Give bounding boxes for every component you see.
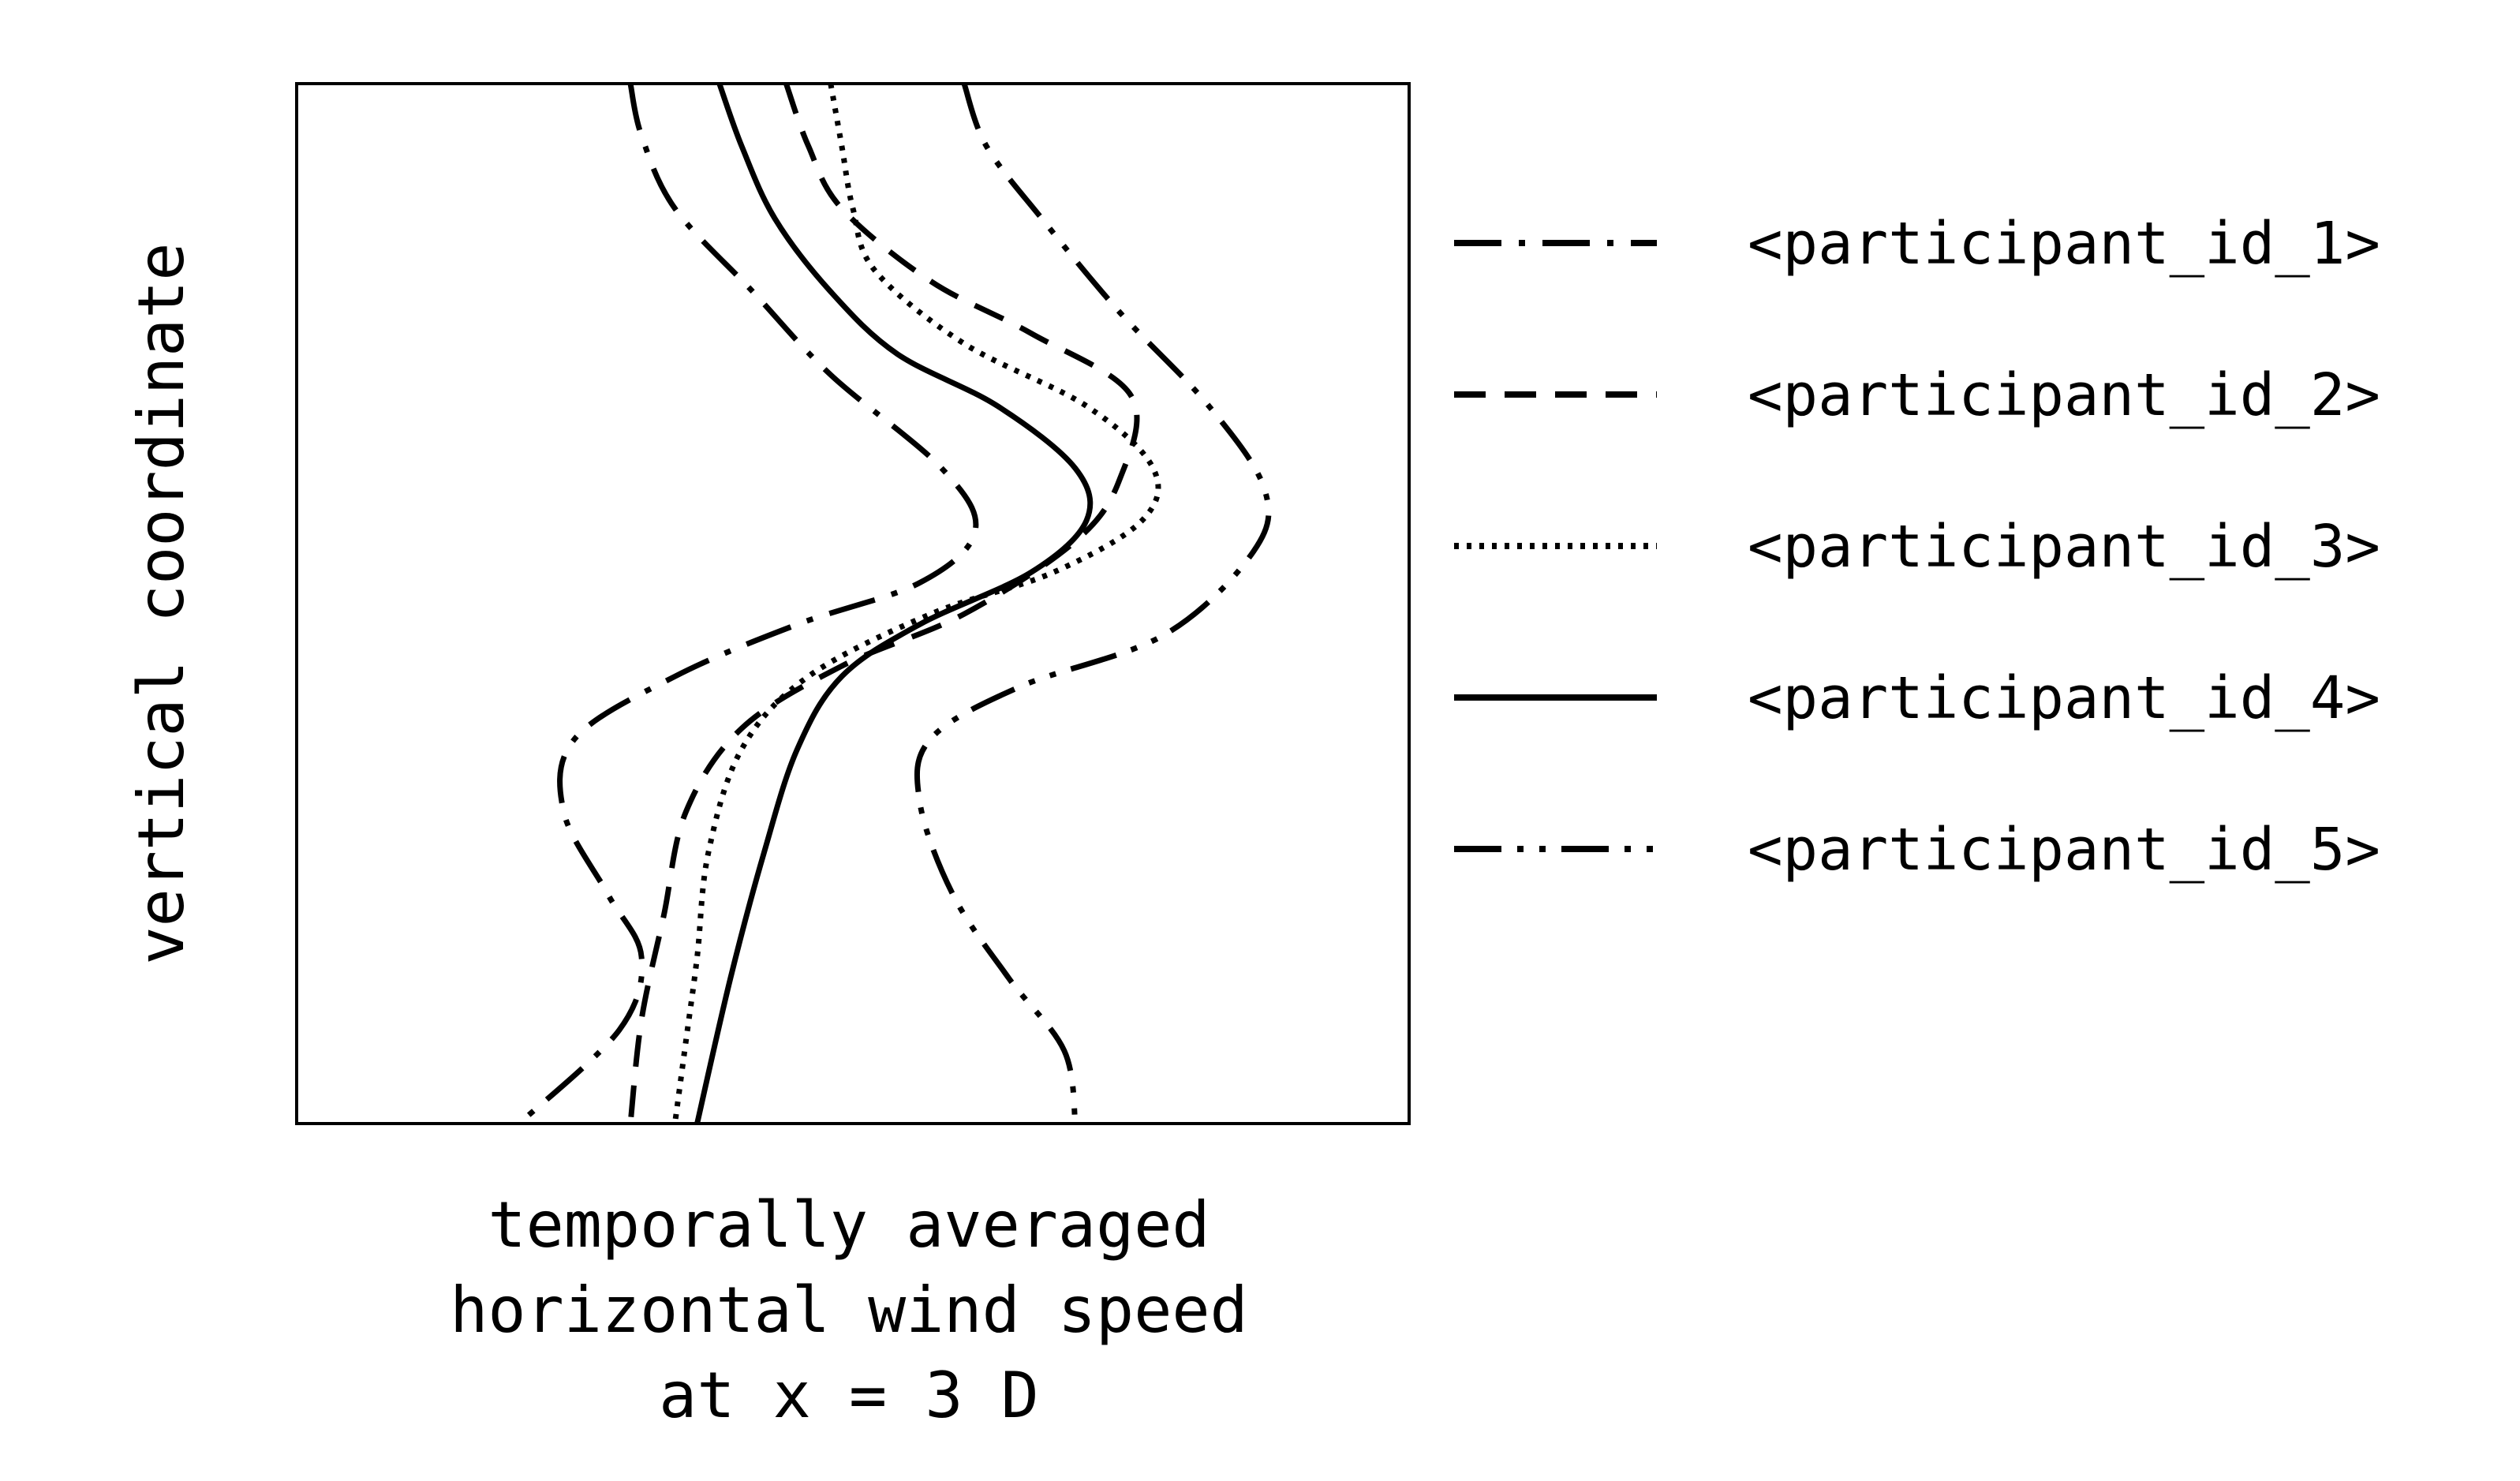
series-line-3 bbox=[671, 83, 1161, 1124]
x-axis-label: temporally averaged horizontal wind speed… bbox=[450, 1188, 1247, 1432]
series-line-1 bbox=[517, 83, 979, 1126]
y-axis-label: vertical coordinate bbox=[125, 242, 198, 964]
x-axis-label-line-1: temporally averaged bbox=[488, 1188, 1210, 1262]
legend: <participant_id_1> <participant_id_2> <par… bbox=[1454, 210, 2380, 884]
legend-label-3: <participant_id_3> bbox=[1748, 513, 2380, 581]
series-line-4 bbox=[694, 82, 1094, 1124]
series-layer bbox=[517, 82, 1272, 1126]
legend-label-4: <participant_id_4> bbox=[1748, 664, 2380, 732]
plot-frame bbox=[295, 82, 1411, 1125]
legend-label-5: <participant_id_5> bbox=[1748, 816, 2380, 884]
legend-label-1: <participant_id_1> bbox=[1748, 210, 2380, 278]
x-axis-label-line-2: horizontal wind speed bbox=[450, 1273, 1247, 1347]
series-line-2 bbox=[627, 82, 1140, 1124]
legend-label-2: <participant_id_2> bbox=[1748, 361, 2380, 429]
x-axis-label-line-3: at x = 3 D bbox=[659, 1359, 1039, 1432]
